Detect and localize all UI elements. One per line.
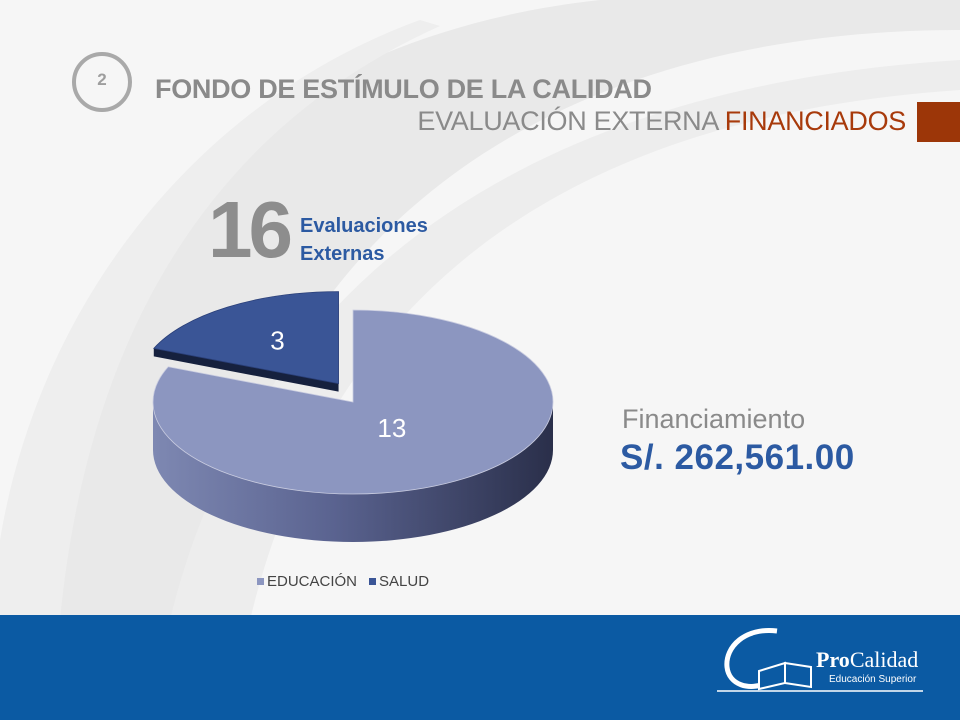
financing-label: Financiamiento — [622, 404, 806, 434]
financing-amount: S/. 262,561.00 — [620, 438, 855, 477]
legend-swatch-educacion — [257, 578, 264, 585]
section-number: 2 — [97, 70, 107, 89]
pie-slice-educacion-side — [153, 402, 553, 542]
logo-text-rest: Calidad — [849, 647, 919, 672]
pie-chart: 13 3 — [152, 291, 554, 542]
total-label-line1: Evaluaciones — [300, 215, 428, 237]
legend-item-salud: SALUD — [369, 573, 429, 590]
page-title: FONDO DE ESTÍMULO DE LA CALIDAD — [155, 74, 652, 104]
legend-item-educacion: EDUCACIÓN — [257, 573, 357, 590]
pie-slice-educacion — [152, 309, 554, 495]
legend-swatch-salud — [369, 578, 377, 585]
legend-label-educacion: EDUCACIÓN — [267, 573, 358, 590]
pie-slice-salud-wall — [153, 348, 339, 392]
section-number-badge: 2 — [72, 52, 132, 112]
pie-slice-salud — [153, 291, 339, 385]
page-subtitle: EVALUACIÓN EXTERNA FINANCIADOS — [417, 106, 906, 137]
total-label-line2: Externas — [300, 243, 385, 265]
accent-block — [917, 102, 960, 142]
total-evaluations: 16 — [208, 185, 293, 274]
data-label-salud: 3 — [270, 326, 284, 356]
logo-tagline: Educación Superior — [829, 674, 917, 685]
procalidad-logo — [717, 628, 923, 692]
logo-text-bold: Pro — [816, 647, 850, 672]
data-label-educacion: 13 — [377, 413, 406, 443]
total-evaluations-label: Evaluaciones Externas — [300, 212, 428, 268]
logo-text: ProCalidad — [816, 647, 918, 673]
subtitle-accent: FINANCIADOS — [724, 106, 907, 136]
legend-label-salud: SALUD — [379, 573, 430, 590]
subtitle-prefix: EVALUACIÓN EXTERNA — [417, 106, 718, 136]
chart-legend: EDUCACIÓN SALUD — [257, 573, 441, 590]
